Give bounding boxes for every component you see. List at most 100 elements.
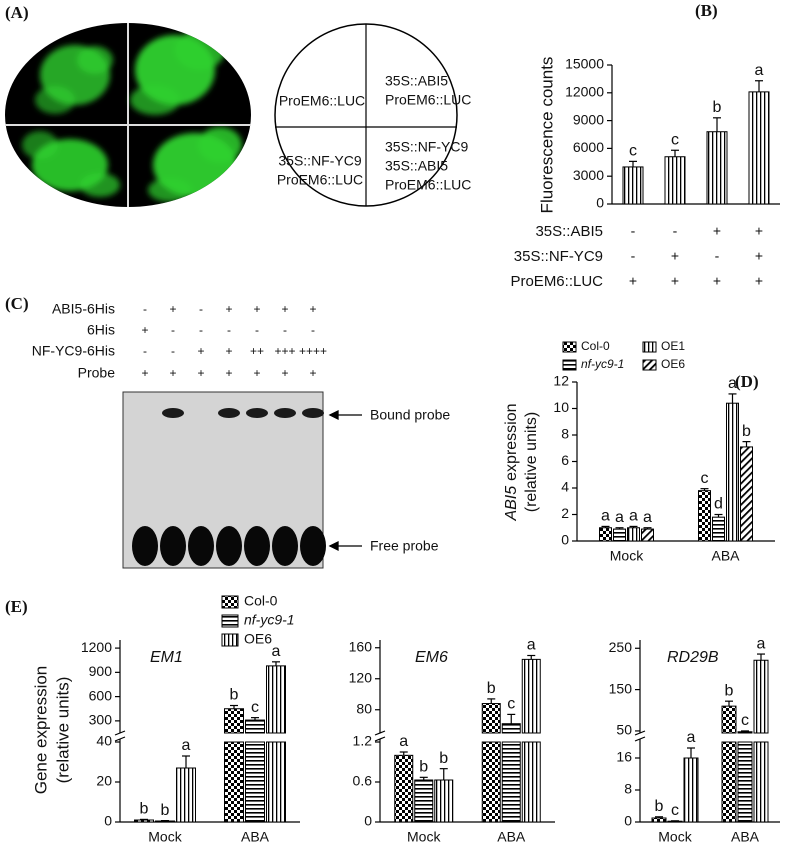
gene-title: EM1: [150, 649, 183, 666]
bar: [599, 527, 612, 542]
bound-band: [302, 408, 324, 418]
significance-letter: b: [742, 423, 751, 440]
bar: [721, 741, 737, 823]
y-tick-label: 4: [561, 479, 569, 495]
quadrant-text: ProEM6::LUC: [277, 172, 363, 188]
y-axis-gene: ABI5: [503, 486, 520, 522]
legend-label: Col-0: [244, 593, 278, 609]
free-band: [188, 526, 214, 566]
bar: [622, 166, 644, 205]
lane-symbol: +: [253, 302, 260, 316]
significance-letter: d: [714, 496, 723, 513]
bar: [753, 659, 769, 734]
y-axis-text: expression: [503, 403, 520, 480]
legend-label: nf-yc9-1: [244, 612, 295, 628]
x-tick-label: ABA: [731, 829, 760, 845]
bar: [434, 779, 454, 823]
y-tick-label: 9000: [573, 111, 604, 127]
lane-symbol: +++: [274, 344, 295, 358]
significance-letter: b: [140, 801, 149, 818]
y-tick-label: 40: [96, 733, 112, 749]
significance-letter: a: [272, 643, 281, 660]
fluorescence-image: [5, 23, 251, 207]
lane-symbol: +: [141, 366, 148, 380]
bar: [501, 741, 521, 823]
condition-label: ProEM6::LUC: [510, 273, 603, 290]
x-tick-label: Mock: [658, 829, 692, 845]
panel-label: (B): [695, 1, 718, 20]
row-label: Probe: [78, 365, 116, 381]
bar: [394, 754, 414, 823]
legend-swatch: [642, 341, 657, 353]
significance-letter: a: [182, 737, 191, 754]
bar: [521, 658, 541, 734]
legend-swatch: [221, 633, 239, 647]
bar: [726, 402, 739, 542]
quadrant-text: ProEM6::LUC: [385, 177, 471, 193]
y-tick-label: 2: [561, 505, 569, 521]
bar: [712, 516, 725, 542]
lane-symbol: -: [283, 323, 287, 337]
significance-letter: c: [251, 699, 259, 716]
significance-letter: a: [755, 62, 764, 79]
y-tick-label: 8: [561, 426, 569, 442]
row-label: 6His: [87, 322, 115, 338]
bar: [224, 741, 244, 823]
x-tick-label: Mock: [148, 829, 182, 845]
legend-label: OE6: [244, 631, 272, 647]
free-band: [216, 526, 242, 566]
significance-letter: c: [701, 470, 709, 487]
lane-symbol: +: [169, 366, 176, 380]
quadrant-text: 35S::ABI5: [385, 73, 448, 89]
legend-swatch: [562, 359, 577, 371]
bar: [748, 91, 770, 205]
y-axis-units: (relative units): [53, 677, 72, 784]
x-tick-label: ABA: [241, 829, 270, 845]
bar: [266, 741, 286, 823]
quadrant-text: 35S::NF-YC9: [278, 153, 361, 169]
legend-label: OE1: [661, 339, 685, 353]
bar: [414, 779, 434, 823]
lane-symbol: +: [197, 366, 204, 380]
row-label: ABI5-6His: [52, 301, 115, 317]
significance-letter: b: [161, 802, 170, 819]
y-tick-label: 16: [616, 749, 632, 765]
y-tick-label: 10: [553, 399, 569, 415]
significance-letter: c: [507, 696, 515, 713]
bar: [481, 703, 501, 734]
axis-break: [114, 736, 126, 742]
axis-break: [374, 730, 386, 736]
y-tick-label: 3000: [573, 167, 604, 183]
lane-symbol: ++++: [299, 344, 327, 358]
condition-mark: +: [755, 273, 763, 289]
lane-symbol: +: [197, 344, 204, 358]
significance-letter: c: [671, 131, 679, 148]
free-band: [300, 526, 326, 566]
bar: [613, 528, 626, 542]
y-tick-label: 6000: [573, 139, 604, 155]
lane-symbol: -: [255, 323, 259, 337]
lane-symbol: -: [171, 344, 175, 358]
lane-symbol: -: [227, 323, 231, 337]
y-tick-label: 0: [364, 813, 372, 829]
lane-symbol: +: [225, 344, 232, 358]
y-axis-label: ABI5 expression: [503, 403, 520, 521]
x-tick-label: ABA: [711, 548, 740, 564]
bar: [740, 446, 753, 542]
x-tick-label: Mock: [610, 548, 644, 564]
lane-symbol: +: [225, 366, 232, 380]
significance-letter: c: [629, 143, 637, 160]
condition-mark: -: [673, 223, 678, 239]
free-band: [160, 526, 186, 566]
bar: [627, 527, 640, 542]
lane-symbol: +: [309, 366, 316, 380]
condition-mark: +: [713, 273, 721, 289]
significance-letter: b: [439, 750, 448, 767]
lane-symbol: -: [171, 323, 175, 337]
bar: [134, 819, 154, 823]
bar: [224, 708, 244, 734]
significance-letter: b: [419, 759, 428, 776]
condition-mark: +: [629, 273, 637, 289]
bar: [753, 741, 769, 823]
